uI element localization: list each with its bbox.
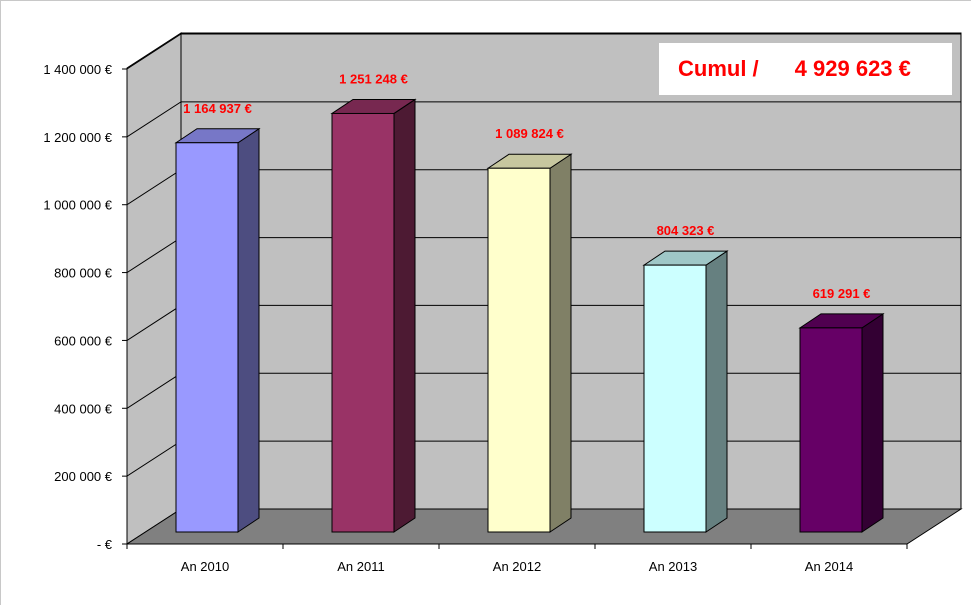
bar (174, 127, 261, 533)
y-tick-label: 400 000 € (54, 401, 113, 416)
gridline (126, 33, 961, 70)
data-labels: 1 164 937 € 1 251 248 € 1 089 824 € 804 323… (183, 71, 870, 300)
y-tick-label: 1 200 000 € (43, 130, 112, 145)
bars (174, 98, 885, 533)
data-label: 1 164 937 € (183, 101, 252, 116)
gridline (126, 101, 961, 138)
y-tick-label: 600 000 € (54, 333, 113, 348)
bar (642, 250, 729, 533)
cumul-label: Cumul / (678, 56, 759, 81)
x-tick-label: An 2013 (649, 559, 697, 574)
bar (798, 312, 885, 533)
bar-front (175, 142, 239, 533)
x-tick-label: An 2012 (493, 559, 541, 574)
axes: - € 200 000 € 400 000 € 600 000 € 800 000 € 1… (43, 62, 908, 574)
data-label: 804 323 € (657, 223, 715, 238)
bar (330, 98, 417, 533)
data-label: 619 291 € (813, 286, 871, 301)
x-tick-label: An 2014 (805, 559, 853, 574)
side-wall (126, 32, 182, 545)
bar-side (393, 98, 416, 533)
x-tick-label: An 2010 (181, 559, 229, 574)
bar-front (643, 264, 707, 533)
bar-front (487, 167, 551, 533)
data-label: 1 251 248 € (339, 71, 408, 86)
bar-side (705, 250, 728, 533)
y-tick-label: 1 000 000 € (43, 198, 112, 213)
y-tick-label: - € (97, 537, 113, 552)
x-tick-label: An 2011 (337, 559, 384, 574)
bar-side (549, 153, 572, 533)
cumul-value: 4 929 623 € (794, 56, 911, 81)
data-label: 1 089 824 € (495, 126, 564, 141)
bar-side (861, 312, 884, 533)
y-tick-label: 1 400 000 € (43, 62, 112, 77)
cumul-box: Cumul / 4 929 623 € (659, 43, 952, 95)
bar-side (237, 127, 260, 533)
bar (486, 153, 573, 533)
bar-front (331, 112, 395, 533)
y-tick-label: 200 000 € (54, 469, 113, 484)
bar-front (799, 327, 863, 533)
y-tick-label: 800 000 € (54, 266, 113, 281)
